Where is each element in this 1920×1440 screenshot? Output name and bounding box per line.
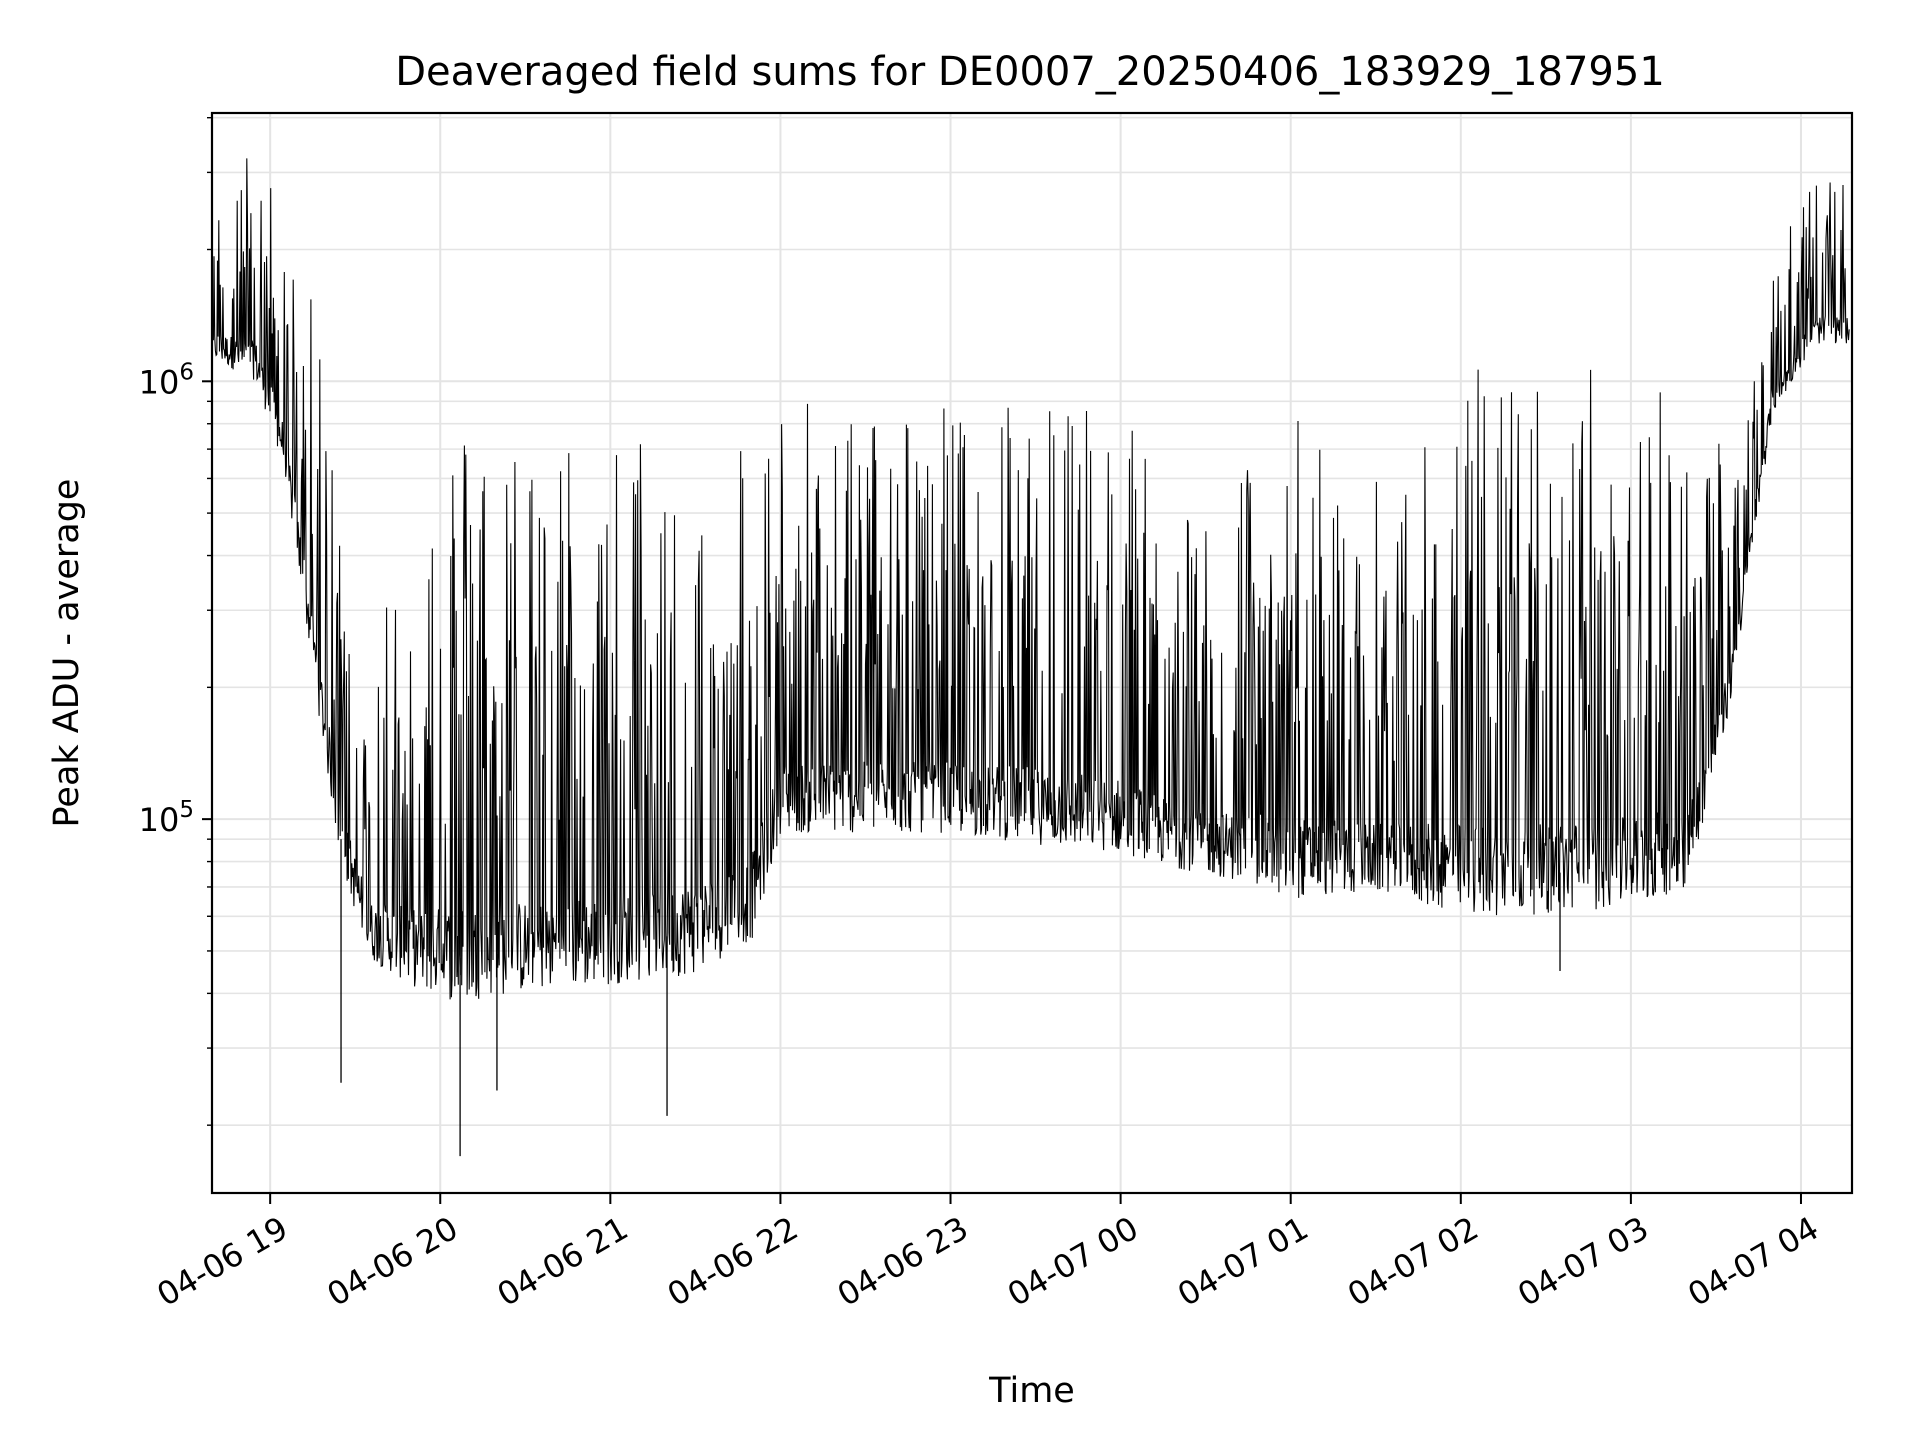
- y-axis-label: Peak ADU - average: [47, 479, 87, 828]
- y-tick-label: 105: [139, 797, 194, 839]
- data-series: [211, 158, 1850, 1157]
- plot-frame: [210, 111, 1854, 1195]
- y-tick-label: 106: [139, 359, 194, 401]
- chart-title: Deaveraged field sums for DE0007_2025040…: [395, 49, 1665, 95]
- y-axis: 105 106: [139, 116, 212, 1126]
- series-line: [211, 158, 1850, 1000]
- x-axis-label: Time: [988, 1371, 1075, 1411]
